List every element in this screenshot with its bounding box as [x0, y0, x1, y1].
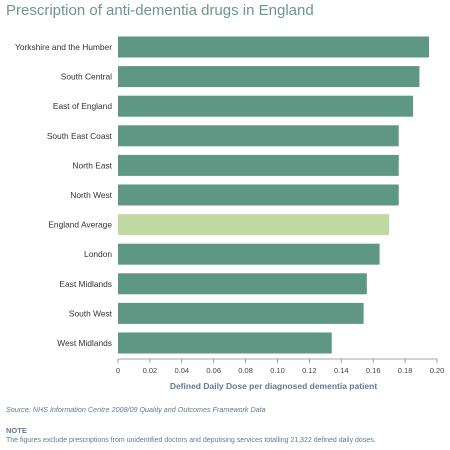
x-tick-label: 0 — [116, 366, 120, 375]
x-axis-label: Defined Daily Dose per diagnosed dementi… — [170, 381, 378, 391]
bar-east-midlands — [118, 273, 367, 295]
bar-west-midlands — [118, 332, 332, 354]
bar-south-west — [118, 302, 364, 324]
x-tick-label: 0.14 — [334, 366, 349, 375]
bar-north-west — [118, 184, 399, 206]
x-tick-label: 0.18 — [398, 366, 413, 375]
note-heading: NOTE — [6, 426, 27, 435]
bars-layer — [118, 36, 430, 354]
x-tick-label: 0.08 — [238, 366, 253, 375]
bar-yorkshire-and-the-humber — [118, 36, 430, 58]
category-label-south-east-coast: South East Coast — [47, 131, 113, 141]
x-tick-label: 0.06 — [206, 366, 221, 375]
x-tick-label: 0.04 — [174, 366, 189, 375]
bar-south-central — [118, 66, 420, 88]
bar-england-average — [118, 214, 390, 236]
x-tick-label: 0.10 — [270, 366, 285, 375]
category-label-east-midlands: East Midlands — [59, 279, 112, 289]
category-label-north-west: North West — [70, 190, 112, 200]
bar-east-of-england — [118, 95, 414, 117]
category-labels: Yorkshire and the Humber South Central Eas… — [15, 42, 113, 348]
category-label-west-midlands: West Midlands — [57, 338, 112, 348]
category-label-south-central: South Central — [61, 72, 112, 82]
x-tick-label: 0.02 — [143, 366, 158, 375]
note-text: The figures exclude prescriptions from u… — [6, 437, 376, 444]
bar-london — [118, 243, 380, 265]
category-label-north-east: North East — [72, 160, 112, 170]
category-label-england-average: England Average — [48, 220, 112, 230]
x-tick-label: 0.16 — [366, 366, 381, 375]
category-label-yorkshire-and-the-humber: Yorkshire and the Humber — [15, 42, 112, 52]
bar-chart: Yorkshire and the Humber South Central Eas… — [15, 36, 444, 391]
source-text: Source: NHS Information Centre 2008/09 Q… — [6, 405, 266, 414]
category-label-east-of-england: East of England — [53, 101, 112, 111]
x-axis-ticks: 0 0.02 0.04 0.06 0.08 0.10 0.12 0.14 0.16 0.18 0.2… — [116, 359, 444, 375]
x-tick-label: 0.20 — [430, 366, 445, 375]
chart-title: Prescription of anti-dementia drugs in E… — [6, 2, 314, 19]
category-label-south-west: South West — [69, 308, 113, 318]
bar-south-east-coast — [118, 125, 399, 147]
category-label-london: London — [84, 249, 112, 259]
x-tick-label: 0.12 — [302, 366, 317, 375]
bar-north-east — [118, 154, 399, 176]
